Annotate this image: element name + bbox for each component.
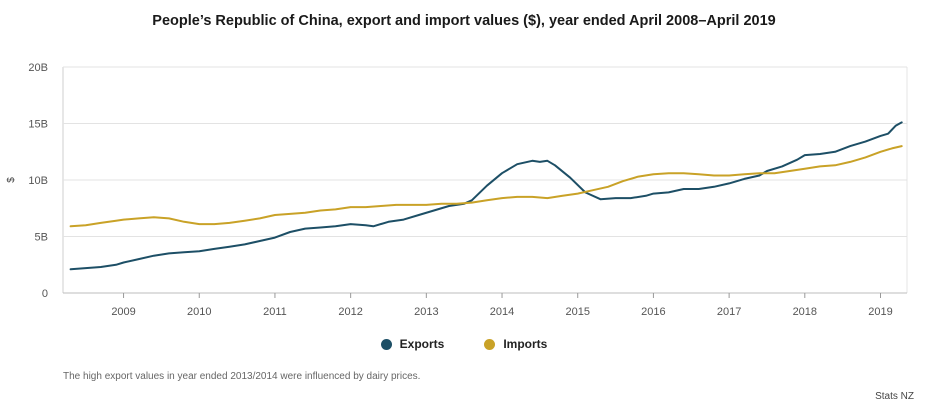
x-tick-label: 2014 bbox=[490, 306, 514, 318]
y-tick-label: 15B bbox=[28, 119, 48, 131]
x-tick-label: 2011 bbox=[263, 306, 287, 318]
legend-item-exports: Exports bbox=[380, 337, 445, 351]
imports-swatch bbox=[484, 338, 496, 350]
chart-footnote: The high export values in year ended 201… bbox=[63, 371, 421, 382]
x-tick-label: 2009 bbox=[111, 306, 135, 318]
y-axis-label: $ bbox=[6, 177, 17, 183]
y-tick-label: 0 bbox=[42, 288, 48, 300]
series-line-exports bbox=[69, 121, 903, 271]
x-axis-ticks: 2009 2010 2011 2012 2013 2014 2015 2016 2017 2018… bbox=[111, 293, 893, 318]
legend-label-exports: Exports bbox=[399, 337, 445, 351]
series-line-imports bbox=[69, 145, 903, 228]
x-tick-label: 2012 bbox=[338, 306, 362, 318]
y-axis-ticks: 0 5B 10B 15B 20B bbox=[28, 62, 48, 300]
gridlines bbox=[62, 66, 908, 294]
x-tick-label: 2017 bbox=[717, 306, 741, 318]
legend-item-imports: Imports bbox=[484, 337, 547, 351]
series-lines bbox=[69, 121, 903, 271]
source-label: Stats NZ bbox=[875, 391, 914, 402]
x-tick-label: 2013 bbox=[414, 306, 438, 318]
x-tick-label: 2018 bbox=[793, 306, 817, 318]
exports-swatch bbox=[380, 338, 392, 350]
legend: Exports Imports bbox=[0, 337, 928, 351]
y-tick-label: 5B bbox=[35, 232, 48, 244]
y-tick-label: 10B bbox=[28, 175, 48, 187]
x-tick-label: 2015 bbox=[565, 306, 589, 318]
x-tick-label: 2016 bbox=[641, 306, 665, 318]
y-tick-label: 20B bbox=[28, 62, 48, 74]
x-tick-label: 2019 bbox=[868, 306, 892, 318]
legend-label-imports: Imports bbox=[503, 337, 548, 351]
chart-title: People’s Republic of China, export and i… bbox=[152, 13, 776, 29]
x-tick-label: 2010 bbox=[187, 306, 211, 318]
